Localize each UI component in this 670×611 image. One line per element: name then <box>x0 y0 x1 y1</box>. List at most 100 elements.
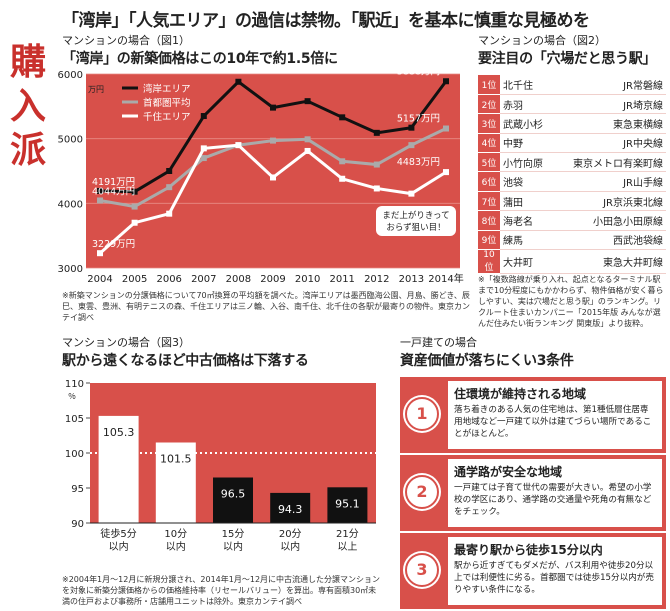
data-point <box>131 219 138 226</box>
x-tick-label: 2007 <box>191 274 216 285</box>
x-tick-label: 2008 <box>226 274 251 285</box>
fig2-note: ※「複数路線が乗り入れ、起点となるターミナル駅まで10分程度にもかかわらず、物件… <box>478 275 664 328</box>
bar-value-label: 94.3 <box>278 503 303 516</box>
data-point <box>131 203 138 210</box>
x-tick-label: 以上 <box>337 541 357 553</box>
rank-number: 2位 <box>478 94 500 115</box>
data-label: 4191万円 <box>92 177 135 188</box>
line-name: JR中央線 <box>553 133 666 154</box>
fig1-title: 「湾岸」の新築価格はこの10年で約1.5倍に <box>62 51 338 67</box>
line-name: 西武池袋線 <box>553 230 666 251</box>
y-tick-label: 105 <box>65 414 84 425</box>
line-name: JR常磐線 <box>553 75 666 95</box>
data-label: 5888万円 <box>397 68 440 77</box>
station-ranking-table: 1位 北千住 JR常磐線 2位 赤羽 JR埼京線 3位 武蔵小杉 東急東横線 4位 中野 JR中央線 5… <box>478 75 666 275</box>
condition-number: 3 <box>405 553 439 587</box>
data-point <box>166 168 173 174</box>
data-point <box>166 210 173 217</box>
condition-title: 最寄り駅から徒歩15分以内 <box>454 543 603 557</box>
x-tick-label: 20分 <box>279 528 302 540</box>
data-point <box>304 147 311 154</box>
bar <box>98 415 139 523</box>
y-tick-label: 90 <box>71 519 84 530</box>
bar-value-label: 101.5 <box>160 453 192 466</box>
station-name: 北千住 <box>500 75 554 95</box>
condition-title: 通学路が安全な地域 <box>454 465 563 479</box>
data-point <box>97 250 103 257</box>
x-tick-label: 2014年 <box>428 272 463 285</box>
y-unit-label: 万円 <box>88 85 104 94</box>
bar-value-label: 95.1 <box>335 497 360 510</box>
x-tick-label: 2012 <box>364 274 389 285</box>
data-point <box>373 129 380 136</box>
station-name: 池袋 <box>500 171 554 192</box>
bar <box>270 492 311 523</box>
callout-text: まだ上がりきって <box>382 210 449 221</box>
line-name: 東急東横線 <box>553 113 666 134</box>
rank-number: 9位 <box>478 230 500 251</box>
line-name: 東急大井町線 <box>553 249 666 275</box>
data-point <box>235 142 242 149</box>
data-label: 5157万円 <box>397 114 440 125</box>
x-tick-label: 以内 <box>166 540 186 553</box>
data-point <box>339 114 346 121</box>
data-point <box>200 155 207 162</box>
station-name: 小竹向原 <box>500 152 554 173</box>
x-tick-label: 2011 <box>329 274 354 285</box>
data-point <box>339 158 346 165</box>
side-banner: 購入派 <box>9 41 46 171</box>
station-name: 武蔵小杉 <box>500 113 554 134</box>
bar-value-label: 96.5 <box>221 488 246 501</box>
line-name: JR京浜東北線 <box>553 191 666 212</box>
ranking-row: 6位 池袋 JR山手線 <box>478 171 666 192</box>
callout-text: おらず狙い目！ <box>386 222 445 233</box>
data-point <box>339 175 346 182</box>
fig1-note: ※新築マンションの分譲価格について70㎡換算の平均額を調べた。湾岸エリアは墨西臨… <box>62 291 470 322</box>
y-tick-label: 4000 <box>58 199 83 210</box>
data-point <box>166 184 173 191</box>
y-tick-label: 6000 <box>58 70 83 81</box>
data-label: 4483万円 <box>397 157 440 168</box>
fig2-title: 要注目の「穴場だと思う駅」 <box>478 51 657 67</box>
bar <box>327 487 368 523</box>
y-tick-label: 110 <box>65 379 84 390</box>
station-name: 中野 <box>500 133 554 154</box>
fig3-title: 駅から遠くなるほど中古価格は下落する <box>62 353 309 369</box>
bar-value-label: 105.3 <box>103 426 135 439</box>
x-tick-label: 21分 <box>336 528 359 540</box>
data-point <box>200 145 207 152</box>
rank-number: 1位 <box>478 75 500 95</box>
condition-number: 1 <box>405 397 439 431</box>
data-point <box>270 104 276 111</box>
data-point <box>97 187 103 194</box>
ranking-row: 3位 武蔵小杉 東急東横線 <box>478 113 666 134</box>
data-point <box>131 188 138 195</box>
bar <box>155 442 196 523</box>
station-name: 大井町 <box>500 249 554 275</box>
station-name: 蒲田 <box>500 191 554 212</box>
conditions-title: 資産価値が落ちにくい3条件 <box>400 353 574 369</box>
data-point <box>408 190 415 197</box>
rank-number: 5位 <box>478 152 500 173</box>
condition-number: 2 <box>405 475 439 509</box>
x-tick-label: 10分 <box>164 528 187 540</box>
rank-number: 10位 <box>478 249 500 275</box>
ranking-row: 10位 大井町 東急大井町線 <box>478 249 666 275</box>
x-tick-label: 2013 <box>399 274 424 285</box>
data-point <box>443 78 449 85</box>
data-point <box>270 174 276 181</box>
y-tick-label: 100 <box>65 449 84 460</box>
callout-bubble <box>376 206 456 236</box>
line-name: 東京メトロ有楽町線 <box>553 152 666 173</box>
data-point <box>408 124 415 131</box>
data-label: 4044万円 <box>92 186 135 197</box>
data-point <box>270 137 276 144</box>
fig3-label: マンションの場合（図3） <box>62 336 190 349</box>
condition-desc: 落ち着きのある人気の住宅地は、第1種低層住居専用地域など一戸建て以外は建てづらい… <box>454 405 652 439</box>
condition-3: 3 最寄り駅から徒歩15分以内駅から近すぎてもダメだが、バス利用や徒歩20分以上… <box>400 533 666 609</box>
condition-desc: 駅から近すぎてもダメだが、バス利用や徒歩20分以上では利便性に劣る。首都圏では徒… <box>454 561 654 595</box>
condition-desc: 一戸建ては子育て世代の需要が大きい。希望の小学校の学区にあり、通学路の交通量や死… <box>454 483 652 517</box>
rank-number: 4位 <box>478 133 500 154</box>
data-point <box>373 185 380 192</box>
